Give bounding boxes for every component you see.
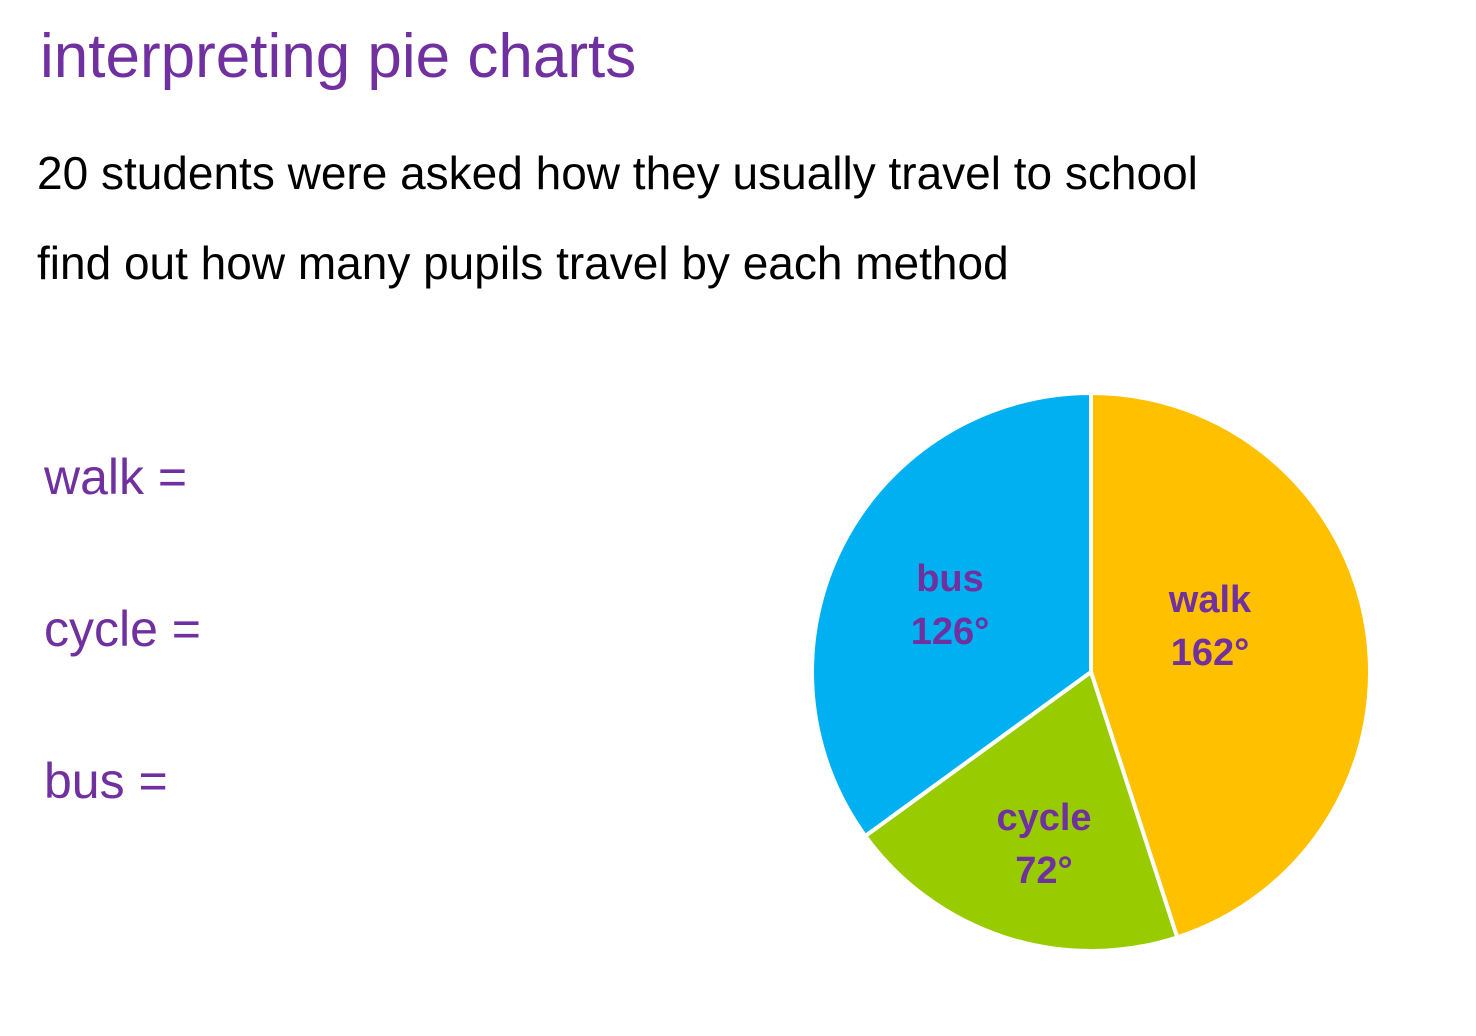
pie-slice-cycle: [863, 670, 1180, 953]
answer-cycle: cycle =: [44, 601, 202, 657]
slice-label-walk: walk: [1168, 579, 1252, 621]
answer-walk: walk =: [44, 449, 188, 505]
pie-slice-bus: [810, 391, 1093, 838]
slice-labels: walk 162° cycle 72° bus 126°: [911, 558, 1252, 892]
slice-value-bus: 126°: [911, 611, 990, 653]
pie-slices: [810, 391, 1372, 953]
pie-slice-walk: [1089, 391, 1372, 940]
page-title: interpreting pie charts: [40, 22, 637, 91]
question-text: 20 students were asked how they usually …: [37, 147, 1198, 199]
answer-bus: bus =: [44, 753, 168, 809]
slice-value-walk: 162°: [1171, 632, 1250, 674]
slice-label-cycle: cycle: [996, 797, 1091, 839]
slice-value-cycle: 72°: [1015, 850, 1072, 892]
slice-label-bus: bus: [916, 558, 984, 600]
instruction-text: find out how many pupils travel by each …: [37, 237, 1009, 289]
